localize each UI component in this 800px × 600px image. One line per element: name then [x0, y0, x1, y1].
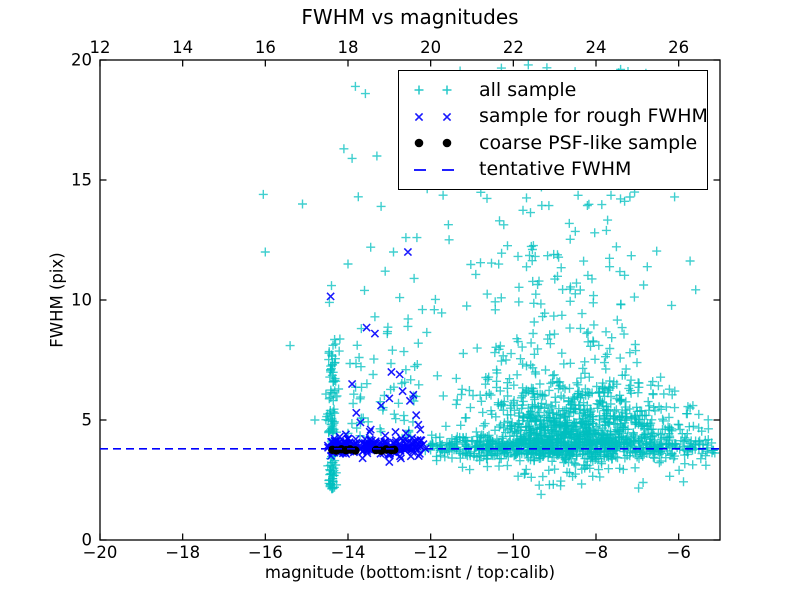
tick-label: −6 [667, 543, 691, 562]
psf-dot [390, 445, 399, 454]
plus-markers [519, 449, 688, 487]
legend-label: tentative FWHM [479, 158, 632, 181]
tick-label: 5 [82, 411, 93, 430]
plus-markers [258, 81, 370, 425]
tick-label: 20 [420, 38, 441, 57]
chart-title: FWHM vs magnitudes [301, 5, 519, 29]
plus-markers [386, 201, 611, 371]
tick-label: 10 [71, 291, 92, 310]
plus-markers [522, 192, 680, 387]
tick-label: 0 [82, 531, 93, 550]
tick-label: 14 [172, 38, 193, 57]
tick-label: −20 [83, 543, 118, 562]
tick-label: −18 [165, 543, 200, 562]
legend-label: all sample [479, 78, 577, 101]
series-sample-for-rough-fwhm [323, 247, 430, 467]
legend-label: sample for rough FWHM [479, 105, 708, 128]
plus-markers [472, 176, 640, 397]
dot-marker-icon [414, 138, 452, 148]
plus-markers [458, 449, 604, 475]
plus-markers [360, 266, 427, 339]
plus-markers [486, 201, 677, 400]
tick-label: −16 [248, 543, 283, 562]
plus-markers [429, 245, 598, 396]
plus-markers [400, 241, 641, 401]
tick-label: 16 [255, 38, 276, 57]
tick-label: −12 [413, 543, 448, 562]
plus-markers [343, 151, 411, 269]
plus-markers [491, 274, 677, 401]
plus-markers [406, 184, 701, 400]
tick-label: −8 [584, 543, 608, 562]
psf-dot [351, 446, 360, 455]
legend-row-all-sample: all sample [411, 80, 703, 100]
plus-markers [412, 233, 622, 401]
tick-label: 20 [71, 51, 92, 70]
plus-markers [529, 450, 625, 481]
axes: −20 −18 −16 −14 −12 −10 −8 −6 12 14 16 18 20 22 24 26 0 5… [71, 38, 721, 562]
plus-markers [457, 175, 616, 399]
x-markers [356, 390, 421, 437]
tick-label: 22 [503, 38, 524, 57]
plus-markers [438, 216, 567, 401]
x-markers [326, 247, 413, 396]
plus-markers [524, 381, 663, 438]
dashed-line-icon [414, 168, 454, 171]
plus-markers [491, 360, 704, 447]
plus-markers [517, 205, 662, 399]
legend-row-psf-sample: coarse PSF-like sample [411, 133, 703, 153]
plus-markers [505, 187, 640, 394]
plus-markers [515, 359, 698, 445]
tick-label: 26 [668, 38, 689, 57]
legend-label: coarse PSF-like sample [479, 131, 698, 154]
plus-markers [430, 193, 562, 399]
plus-markers [451, 208, 611, 398]
plus-markers [525, 397, 685, 440]
plus-markers [476, 187, 625, 306]
tick-label: 12 [90, 38, 111, 57]
plus-markers [412, 256, 695, 401]
plus-markers [513, 449, 677, 487]
legend: all sample sample for rough FWHM coarse … [398, 70, 708, 190]
tick-label: −10 [496, 543, 531, 562]
plus-markers [495, 193, 607, 401]
legend-row-rough-fwhm: sample for rough FWHM [411, 107, 708, 127]
plus-markers [432, 215, 627, 400]
tick-label: 15 [71, 171, 92, 190]
series-all-sample [258, 60, 720, 499]
tick-label: −14 [331, 543, 366, 562]
legend-row-tentative-fwhm: tentative FWHM [411, 160, 703, 180]
tick-label: 18 [338, 38, 359, 57]
x-marker-icon [414, 112, 452, 121]
plus-markers [363, 345, 720, 475]
plus-markers [491, 397, 631, 449]
x-axis-label: magnitude (bottom:isnt / top:calib) [264, 563, 556, 582]
plus-marker-icon [414, 85, 452, 95]
tick-label: 24 [586, 38, 607, 57]
plus-markers [525, 392, 621, 448]
y-axis-label: FWHM (pix) [47, 252, 67, 348]
plus-markers [536, 450, 690, 499]
